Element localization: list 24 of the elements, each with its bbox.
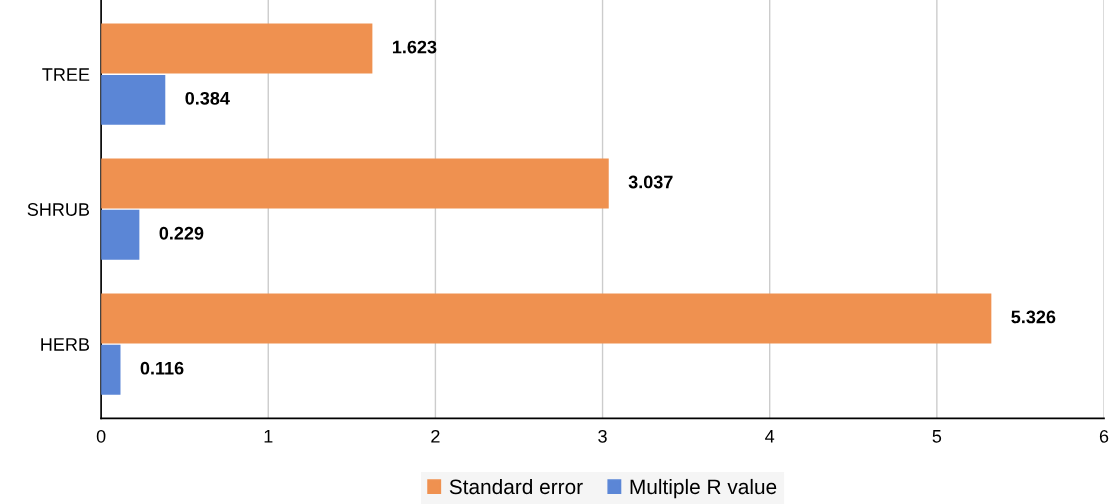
x-tick-label: 4 [765, 430, 775, 443]
x-tick-label: 3 [598, 429, 607, 443]
legend-label: Standard error [449, 478, 583, 495]
y-tick-label: TREE [42, 68, 90, 81]
x-tick-label: 5 [932, 430, 942, 443]
data-label: 1.623 [392, 40, 437, 54]
bar [101, 344, 121, 395]
bar [101, 23, 373, 74]
x-tick-label: 1 [264, 430, 273, 443]
legend-label: Multiple R value [630, 478, 777, 499]
bar [101, 74, 166, 125]
x-tick-label: 2 [431, 429, 440, 443]
data-label: 3.037 [628, 175, 673, 189]
data-label: 5.326 [1011, 310, 1056, 324]
y-tick-label: SHRUB [27, 203, 90, 216]
bar [101, 158, 609, 209]
y-tick-label: HERB [41, 338, 90, 351]
bar [101, 209, 140, 260]
data-label: 0.384 [185, 91, 230, 105]
bar [101, 293, 992, 344]
x-tick-label: 6 [1099, 429, 1109, 443]
data-label: 0.229 [159, 226, 204, 240]
data-label: 0.116 [140, 361, 184, 375]
x-tick-label: 0 [96, 429, 106, 443]
